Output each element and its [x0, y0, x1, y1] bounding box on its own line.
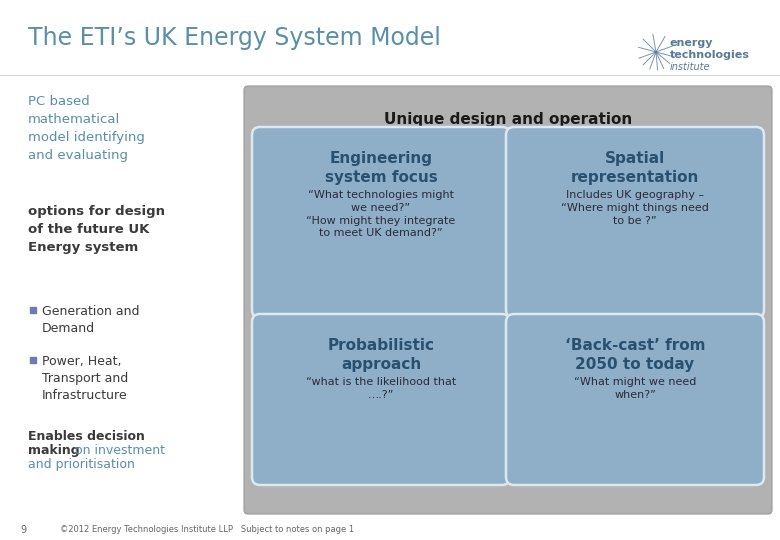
- Text: “What might we need
when?”: “What might we need when?”: [574, 377, 697, 400]
- Text: institute: institute: [670, 62, 711, 72]
- Text: Enables decision: Enables decision: [28, 430, 145, 443]
- Text: energy: energy: [670, 38, 714, 48]
- FancyBboxPatch shape: [252, 314, 510, 485]
- Bar: [30, 357, 36, 363]
- Text: Probabilistic
approach: Probabilistic approach: [328, 338, 434, 372]
- Text: ©2012 Energy Technologies Institute LLP   Subject to notes on page 1: ©2012 Energy Technologies Institute LLP …: [60, 525, 354, 535]
- Text: Includes UK geography –
“Where might things need
to be ?”: Includes UK geography – “Where might thi…: [561, 190, 709, 226]
- Text: options for design
of the future UK
Energy system: options for design of the future UK Ener…: [28, 205, 165, 254]
- Text: Spatial
representation: Spatial representation: [571, 151, 699, 185]
- Text: PC based
mathematical
model identifying
and evaluating: PC based mathematical model identifying …: [28, 95, 145, 162]
- Text: The ETI’s UK Energy System Model: The ETI’s UK Energy System Model: [28, 26, 441, 50]
- Text: making: making: [28, 444, 80, 457]
- Text: “What technologies might
we need?”
“How might they integrate
to meet UK demand?”: “What technologies might we need?” “How …: [307, 190, 456, 238]
- FancyBboxPatch shape: [506, 314, 764, 485]
- Text: on investment: on investment: [71, 444, 165, 457]
- FancyBboxPatch shape: [244, 86, 772, 514]
- Text: ‘Back-cast’ from
2050 to today: ‘Back-cast’ from 2050 to today: [565, 338, 705, 372]
- Text: Unique design and operation: Unique design and operation: [384, 112, 632, 127]
- Text: Engineering
system focus: Engineering system focus: [324, 151, 438, 185]
- Text: technologies: technologies: [670, 50, 750, 60]
- Text: and prioritisation: and prioritisation: [28, 458, 135, 471]
- FancyBboxPatch shape: [252, 127, 510, 318]
- Text: “what is the likelihood that
….?”: “what is the likelihood that ….?”: [306, 377, 456, 400]
- Bar: [30, 307, 36, 313]
- Text: Power, Heat,
Transport and
Infrastructure: Power, Heat, Transport and Infrastructur…: [42, 355, 128, 402]
- FancyBboxPatch shape: [506, 127, 764, 318]
- Text: 9: 9: [20, 525, 26, 535]
- Text: Generation and
Demand: Generation and Demand: [42, 305, 140, 335]
